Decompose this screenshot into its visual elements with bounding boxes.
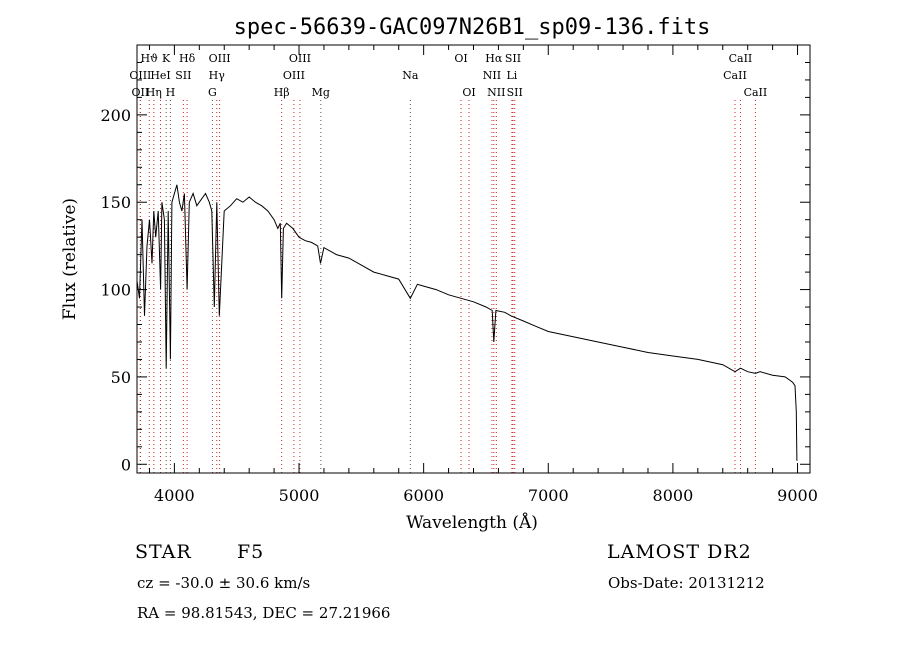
y-tick-label-4: 200 <box>100 106 131 125</box>
x-tick-label-2: 6000 <box>403 486 444 505</box>
emission-label-15: Hα <box>485 52 503 65</box>
emission-label-20: CaII <box>723 69 747 82</box>
emission-label-14: NII <box>483 69 501 82</box>
emission-label-0: Hϑ <box>140 52 158 65</box>
emission-label-9: Hβ <box>274 86 290 99</box>
x-tick-label-4: 8000 <box>653 486 694 505</box>
emission-label-12: OI <box>454 52 467 65</box>
emission-label-18: SII <box>507 86 523 99</box>
absorption-label-2: G <box>208 86 217 99</box>
y-tick-label-2: 100 <box>100 281 131 300</box>
emission-label-13: OI <box>462 86 475 99</box>
x-axis-label: Wavelength (Å) <box>406 512 538 533</box>
x-tick-label-0: 4000 <box>154 486 195 505</box>
emission-label-8: Hγ <box>209 69 226 82</box>
absorption-label-4: Na <box>402 69 419 82</box>
spectrum-line <box>136 184 798 461</box>
emission-label-10: OIII <box>283 69 305 82</box>
emission-label-5: SII <box>175 69 191 82</box>
x-axis-ticks: 4000 5000 6000 7000 8000 9000 <box>148 45 818 505</box>
emission-label-4: HeI <box>150 69 170 82</box>
y-axis-ticks: 0 50 100 150 200 <box>100 61 810 474</box>
y-tick-label-3: 150 <box>100 193 131 212</box>
emission-label-11: OIII <box>289 52 311 65</box>
emission-label-16: NII <box>487 86 505 99</box>
obs-date-text: Obs-Date: 20131212 <box>608 574 765 592</box>
y-axis-label: Flux (relative) <box>60 198 80 320</box>
object-subclass: F5 <box>237 541 265 563</box>
y-tick-label-0: 0 <box>121 455 131 474</box>
absorption-label-1: H <box>166 86 176 99</box>
x-tick-label-3: 7000 <box>528 486 569 505</box>
emission-label-7: OIII <box>209 52 231 65</box>
emission-label-2: OII <box>132 86 150 99</box>
reference-lines <box>139 100 756 473</box>
emission-label-17: SII <box>505 52 521 65</box>
emission-label-3: Hη <box>146 86 162 99</box>
absorption-label-0: K <box>162 52 171 65</box>
emission-label-19: Li <box>506 69 517 82</box>
emission-label-22: CaII <box>744 86 768 99</box>
emission-label-1: OIII <box>129 69 151 82</box>
object-class: STAR <box>135 541 192 563</box>
survey-name: LAMOST DR2 <box>607 541 752 563</box>
coordinates-text: RA = 98.81543, DEC = 27.21966 <box>137 604 391 622</box>
absorption-label-3: Mg <box>312 86 330 99</box>
y-tick-label-1: 50 <box>111 368 131 387</box>
emission-label-6: Hδ <box>179 52 196 65</box>
redshift-text: cz = -30.0 ± 30.6 km/s <box>137 574 311 592</box>
emission-label-21: CaII <box>729 52 753 65</box>
plot-frame <box>136 44 811 474</box>
chart-title: spec-56639-GAC097N26B1_sp09-136.fits <box>234 15 711 40</box>
x-tick-label-5: 9000 <box>777 486 818 505</box>
x-tick-label-1: 5000 <box>279 486 320 505</box>
